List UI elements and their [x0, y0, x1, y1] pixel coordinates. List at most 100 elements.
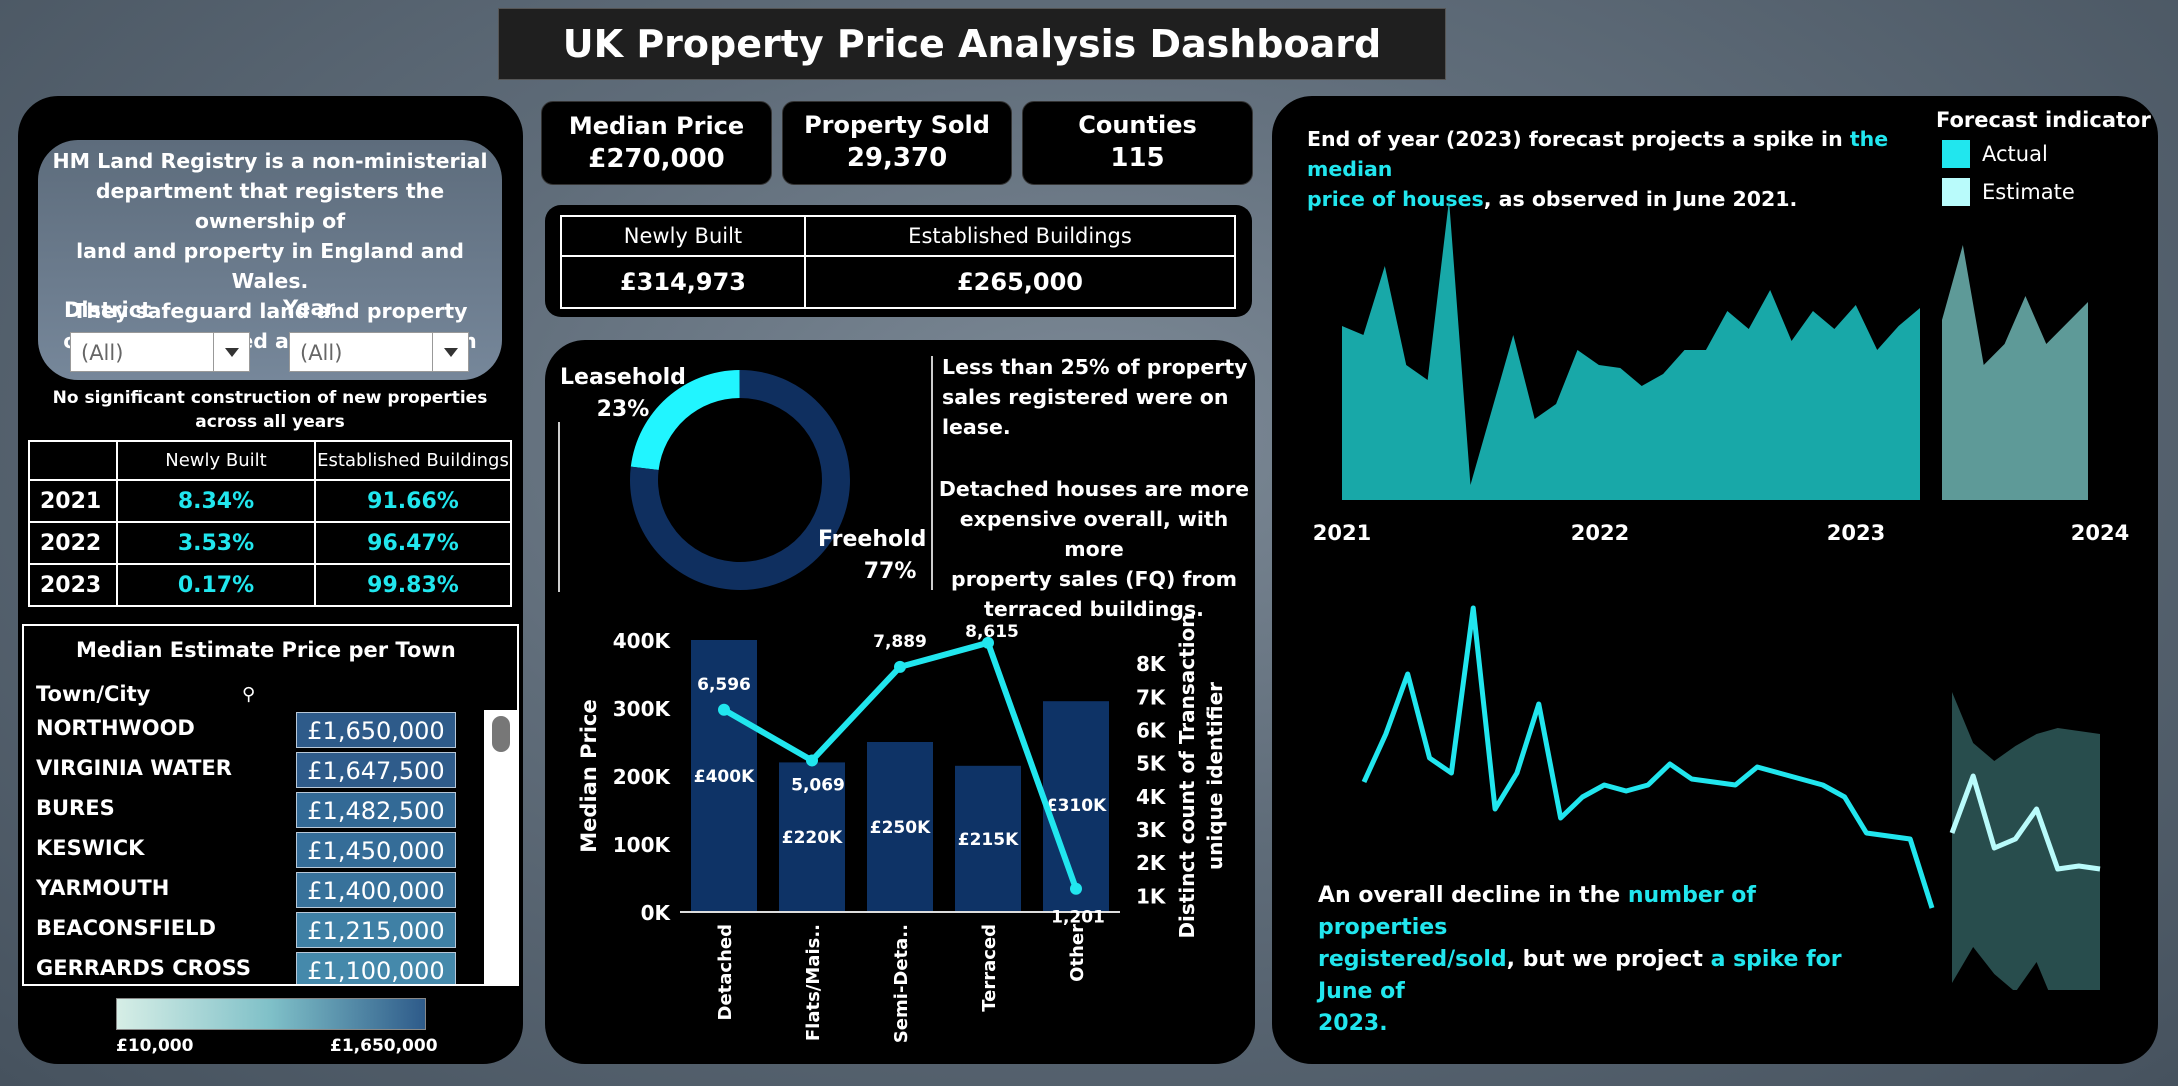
y2-tick-label: 5K [1136, 752, 1167, 776]
list-item[interactable]: YARMOUTH £1,400,000 [24, 870, 484, 910]
town-column-header: Town/City [36, 682, 151, 706]
line-point-0 [718, 703, 730, 716]
y-tick-label: 400K [613, 629, 672, 653]
header-established: Established Buildings [803, 215, 1237, 257]
bar-1 [779, 762, 845, 912]
y2-tick-label: 7K [1136, 685, 1167, 709]
year-dropdown[interactable]: (All) [289, 332, 469, 372]
table-row: 2022 3.53% 96.47% [28, 521, 512, 565]
list-item[interactable]: KESWICK £1,450,000 [24, 830, 484, 870]
legend-max: £1,650,000 [330, 1036, 438, 1056]
district-dropdown[interactable]: (All) [70, 332, 250, 372]
town-price: £1,482,500 [296, 792, 456, 828]
property-type-chart: 0K 100K 200K 300K 400K 1K 2K 3K 4K 5K 6K 7K 8K Median… [577, 613, 1227, 1043]
list-item[interactable]: BEACONSFIELD £1,215,000 [24, 910, 484, 950]
header-newly-built: Newly Built [560, 215, 806, 257]
sort-icon[interactable]: ⚲ [242, 684, 256, 705]
kpi-property-sold: Property Sold 29,370 [782, 101, 1012, 185]
forecast-legend: Forecast indicator Actual Estimate [1936, 108, 2151, 206]
bar-label: £250K [870, 818, 931, 838]
actual-area [1342, 200, 1920, 500]
y-tick-label: 100K [613, 833, 672, 857]
table-row: 2023 0.17% 99.83% [28, 563, 512, 607]
district-label: District [64, 298, 152, 322]
x-tick-label: Semi-Deta.. [891, 924, 912, 1043]
newly-built-value: £314,973 [560, 255, 806, 309]
table-row: 2021 8.34% 91.66% [28, 479, 512, 523]
bar-3 [955, 765, 1021, 912]
line-label: 5,069 [791, 775, 845, 795]
legend-min: £10,000 [116, 1036, 194, 1056]
build-type-table: Newly Built Established Buildings £314,9… [560, 215, 1237, 309]
y2-tick-label: 8K [1136, 652, 1167, 676]
x-tick-label: Flats/Mais.. [803, 924, 824, 1041]
bar-label: £310K [1046, 796, 1107, 816]
y-axis-label: Median Price [577, 699, 601, 852]
towns-table: Median Estimate Price per Town Town/City… [22, 624, 519, 986]
divider [558, 422, 560, 592]
tenure-text: Less than 25% of property sales register… [942, 355, 1248, 439]
list-item[interactable]: NORTHWOOD £1,650,000 [24, 710, 484, 750]
header-established: Established Buildings [314, 440, 512, 481]
y-tick-label: 300K [613, 697, 672, 721]
scrollbar-thumb[interactable] [492, 716, 510, 752]
chevron-down-icon[interactable] [213, 333, 249, 371]
line-point-1 [806, 754, 818, 767]
x-tick-label: 2024 [2071, 521, 2129, 545]
legend-estimate[interactable]: Estimate [1936, 178, 2151, 206]
properties-sold-line-chart [1361, 605, 2101, 990]
tenure-donut [630, 369, 850, 590]
y2-tick-label: 1K [1136, 884, 1167, 908]
line-point-3 [982, 636, 994, 649]
list-item[interactable]: VIRGINIA WATER £1,647,500 [24, 750, 484, 790]
line-label: 8,615 [965, 622, 1019, 642]
y-tick-label: 0K [641, 901, 672, 925]
x-tick-label: 2021 [1313, 521, 1371, 545]
estimate-band [1952, 692, 2100, 990]
build-share-table: Newly Built Established Buildings 2021 8… [28, 440, 512, 607]
year-label: Year [283, 296, 336, 320]
town-price: £1,215,000 [296, 912, 456, 948]
construction-note: No significant construction of new prope… [52, 388, 488, 432]
x-tick-label: 2023 [1827, 521, 1885, 545]
y2-tick-label: 2K [1136, 851, 1167, 875]
list-item[interactable]: GERRARDS CROSS £1,100,000 [24, 950, 484, 984]
bar-label: £220K [782, 828, 843, 848]
x-tick-label: Terraced [979, 924, 1000, 1012]
line-chart-text: An overall decline in the number of prop… [1318, 883, 1842, 1036]
color-legend-bar [116, 998, 426, 1030]
line-point-2 [894, 660, 906, 673]
leasehold-label: Leasehold 23% [560, 365, 686, 422]
town-price: £1,450,000 [296, 832, 456, 868]
line-label: 6,596 [697, 675, 751, 695]
freehold-label: Freehold 77% [818, 527, 927, 584]
y2-tick-label: 3K [1136, 818, 1167, 842]
chevron-down-icon[interactable] [432, 333, 468, 371]
y2-tick-label: 4K [1136, 785, 1167, 809]
x-tick-label: Detached [715, 924, 736, 1020]
area-chart-text: End of year (2023) forecast projects a s… [1307, 127, 1889, 211]
y2-tick-label: 6K [1136, 719, 1167, 743]
line-label: 7,889 [873, 632, 927, 652]
x-tick-label: Other [1067, 924, 1088, 982]
towns-title: Median Estimate Price per Town [76, 638, 456, 662]
description-text: HM Land Registry is a non-ministerial de… [52, 149, 488, 353]
town-price: £1,100,000 [296, 952, 456, 984]
median-price-area-chart: 2021 2022 2023 2024 [1313, 200, 2129, 545]
detached-text: Detached houses are more expensive overa… [938, 477, 1250, 621]
established-value: £265,000 [803, 255, 1237, 309]
scrollbar[interactable] [484, 710, 517, 984]
town-rows: NORTHWOOD £1,650,000 VIRGINIA WATER £1,647… [24, 710, 494, 984]
bar-label: £400K [694, 767, 755, 787]
kpi-median-price: Median Price £270,000 [541, 101, 772, 185]
kpi-counties: Counties 115 [1022, 101, 1253, 185]
donut-slice-leasehold [630, 370, 740, 471]
line-label: 1,201 [1051, 908, 1105, 928]
estimate-line [1949, 773, 2101, 872]
divider [931, 356, 933, 590]
actual-line [1361, 605, 1935, 909]
legend-actual[interactable]: Actual [1936, 140, 2151, 168]
list-item[interactable]: BURES £1,482,500 [24, 790, 484, 830]
y2-axis-label: Distinct count of Transaction [1175, 613, 1199, 938]
bar-2 [867, 742, 933, 912]
